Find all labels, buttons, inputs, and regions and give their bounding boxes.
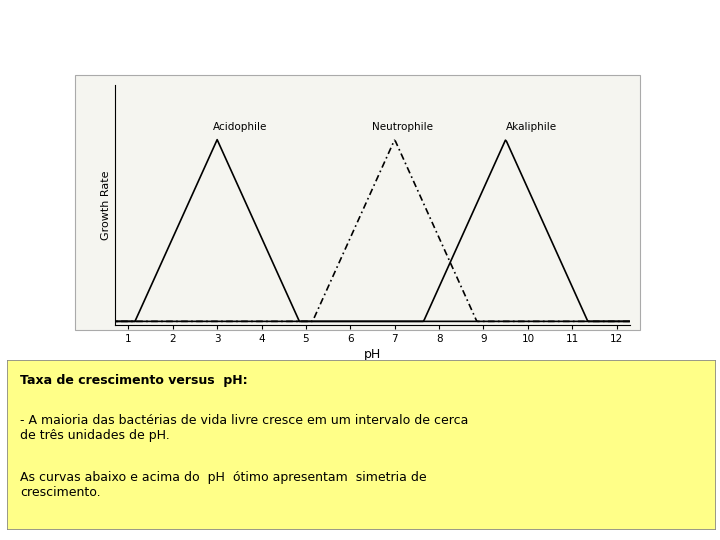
Bar bbox=[75, 75, 640, 330]
Text: Akaliphile: Akaliphile bbox=[505, 122, 557, 132]
Text: As curvas abaixo e acima do  pH  ótimo apresentam  simetria de
crescimento.: As curvas abaixo e acima do pH ótimo apr… bbox=[20, 470, 426, 498]
Text: 1. 3.  pH: 1. 3. pH bbox=[9, 22, 95, 40]
Text: Acidophile: Acidophile bbox=[212, 122, 267, 132]
Y-axis label: Growth Rate: Growth Rate bbox=[101, 170, 111, 240]
Text: Neutrophile: Neutrophile bbox=[372, 122, 433, 132]
X-axis label: pH: pH bbox=[364, 348, 381, 361]
Text: Taxa de crescimento versus  pH:: Taxa de crescimento versus pH: bbox=[20, 374, 248, 387]
Text: - A maioria das bactérias de vida livre cresce em um intervalo de cerca
de três : - A maioria das bactérias de vida livre … bbox=[20, 414, 468, 442]
